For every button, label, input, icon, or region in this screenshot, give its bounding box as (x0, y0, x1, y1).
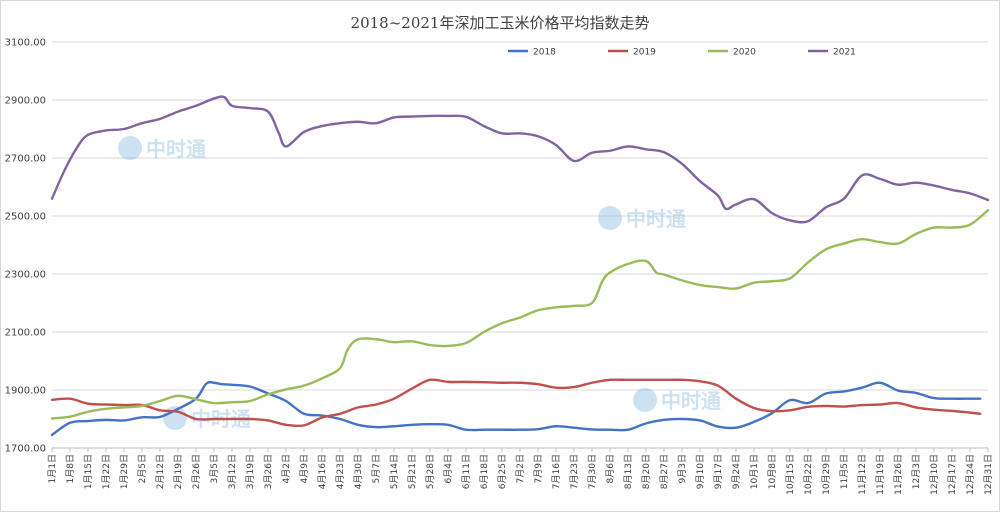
x-tick-label: 4月23日 (335, 454, 346, 489)
x-tick-label: 10月22日 (803, 454, 814, 495)
x-tick-label: 5月21日 (407, 454, 418, 489)
y-tick-label: 1900.00 (5, 386, 46, 397)
x-tick-label: 11月19日 (875, 454, 886, 495)
x-tick-label: 9月24日 (731, 454, 742, 489)
x-tick-label: 9月3日 (677, 454, 688, 483)
x-tick-label: 2月5日 (137, 454, 148, 483)
watermark-logo: 中时通 (118, 136, 206, 161)
watermark-logo: 中时通 (633, 388, 721, 413)
x-tick-label: 7月2日 (515, 454, 526, 483)
svg-text:中时通: 中时通 (661, 389, 721, 413)
x-tick-label: 12月17日 (947, 454, 958, 495)
y-tick-label: 2700.00 (5, 154, 46, 165)
x-tick-label: 4月30日 (353, 454, 364, 489)
y-tick-label: 1700.00 (5, 444, 46, 455)
x-tick-label: 1月29日 (119, 454, 130, 489)
series-line-2018 (50, 380, 982, 437)
x-tick-label: 12月31日 (983, 454, 994, 495)
x-tick-label: 1月22日 (101, 454, 112, 489)
legend-label: 2018 (533, 48, 556, 58)
series-line-2019 (50, 378, 982, 428)
legend-label: 2021 (833, 48, 856, 58)
x-tick-label: 5月7日 (371, 454, 382, 483)
x-tick-label: 9月10日 (695, 454, 706, 489)
x-tick-label: 7月9日 (533, 454, 544, 483)
x-tick-label: 6月11日 (461, 454, 472, 489)
x-tick-label: 6月25日 (497, 454, 508, 489)
x-tick-label: 10月15日 (785, 454, 796, 495)
x-axis-ticks: 1月1日 1月8日 1月15日 1月22日 1月29日 2月5日 2月12日 2月19日 2月2… (47, 447, 994, 495)
svg-text:中时通: 中时通 (626, 207, 686, 231)
legend-label: 2019 (633, 48, 656, 58)
legend: 2018 2019 2020 2021 (508, 48, 856, 58)
series-line-2021 (50, 95, 990, 224)
x-tick-label: 2月19日 (173, 454, 184, 489)
x-tick-label: 1月15日 (83, 454, 94, 489)
legend-label: 2020 (733, 48, 756, 58)
x-tick-label: 2月26日 (191, 454, 202, 489)
y-tick-label: 2900.00 (5, 96, 46, 107)
series-line-2020 (50, 209, 990, 420)
y-tick-label: 2500.00 (5, 212, 46, 223)
x-tick-label: 3月26日 (263, 454, 274, 489)
x-tick-label: 11月26日 (893, 454, 904, 495)
x-tick-label: 1月8日 (65, 454, 76, 483)
x-tick-label: 3月12日 (227, 454, 238, 489)
x-tick-label: 4月2日 (281, 454, 292, 483)
x-tick-label: 4月16日 (317, 454, 328, 489)
svg-text:中时通: 中时通 (146, 137, 206, 161)
x-tick-label: 8月6日 (605, 454, 616, 483)
x-tick-label: 8月13日 (623, 454, 634, 489)
chart-title: 2018~2021年深加工玉米价格平均指数走势 (351, 14, 650, 32)
x-tick-label: 10月29日 (821, 454, 832, 495)
x-tick-label: 9月17日 (713, 454, 724, 489)
x-tick-label: 7月23日 (569, 454, 580, 489)
series-group (50, 95, 990, 437)
y-tick-label: 3100.00 (5, 38, 46, 49)
x-tick-label: 1月1日 (47, 454, 58, 483)
x-tick-label: 12月24日 (965, 454, 976, 495)
x-tick-label: 7月30日 (587, 454, 598, 489)
x-tick-label: 10月8日 (767, 454, 778, 489)
x-tick-label: 8月20日 (641, 454, 652, 489)
y-tick-label: 2100.00 (5, 328, 46, 339)
x-tick-label: 10月1日 (749, 454, 760, 489)
x-tick-label: 6月18日 (479, 454, 490, 489)
y-tick-label: 2300.00 (5, 270, 46, 281)
x-tick-label: 6月4日 (443, 454, 454, 483)
x-tick-label: 8月27日 (659, 454, 670, 489)
x-tick-label: 11月12日 (857, 454, 868, 495)
x-tick-label: 5月14日 (389, 454, 400, 489)
x-tick-label: 3月5日 (209, 454, 220, 483)
watermark-logo: 中时通 (598, 206, 686, 231)
x-tick-label: 2月12日 (155, 454, 166, 489)
x-tick-label: 3月19日 (245, 454, 256, 489)
x-tick-label: 11月5日 (839, 454, 850, 489)
x-tick-label: 4月9日 (299, 454, 310, 483)
x-tick-label: 5月28日 (425, 454, 436, 489)
x-tick-label: 12月3日 (911, 454, 922, 489)
x-tick-label: 7月16日 (551, 454, 562, 489)
y-axis-ticks: 1700.00 1900.00 2100.00 2300.00 2500.00 2700.… (5, 38, 46, 455)
x-tick-label: 12月10日 (929, 454, 940, 495)
